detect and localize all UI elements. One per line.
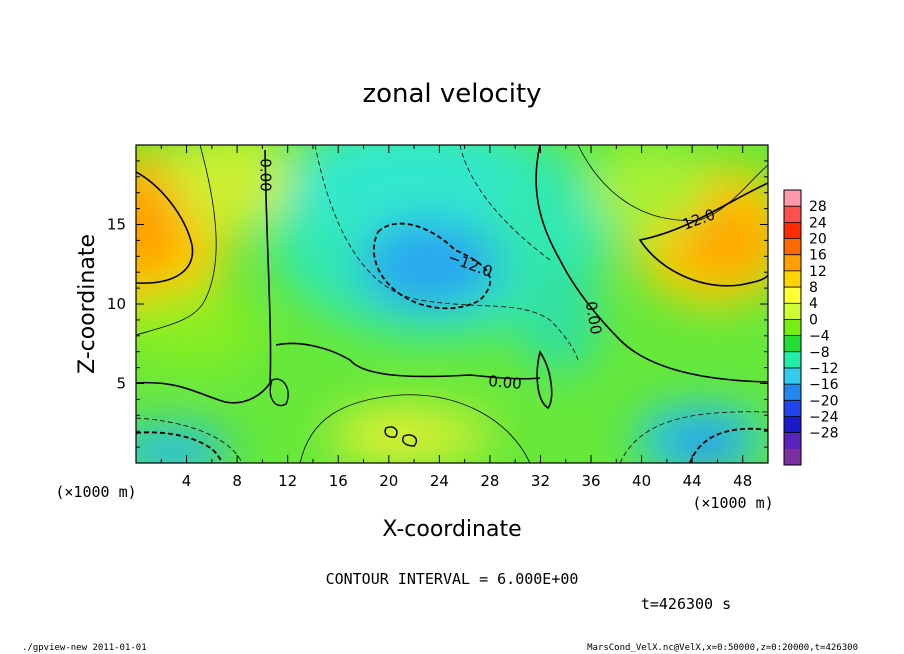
contour-label: 0.00 <box>582 300 606 336</box>
x-unit-label-right: (×1000 m) <box>692 494 773 512</box>
footer-left: ./gpview-new 2011-01-01 <box>22 643 147 653</box>
contour-label: 0.00 <box>257 158 275 191</box>
colorbar-label: 20 <box>809 232 827 248</box>
x-unit-label: (×1000 m) <box>55 483 136 501</box>
colorbar-swatch <box>784 432 801 450</box>
colorbar-swatch <box>784 206 801 223</box>
colorbar-swatch <box>784 384 801 401</box>
x-tick-label: 16 <box>329 472 348 490</box>
contour-lines <box>136 145 768 463</box>
x-tick-label: 12 <box>278 472 297 490</box>
colorbar-swatch <box>784 254 801 272</box>
colorbar-swatch <box>784 335 801 353</box>
colorbar-label: −28 <box>809 426 839 442</box>
x-axis-label: X-coordinate <box>382 517 521 542</box>
colorbar-label: −12 <box>809 361 839 377</box>
colorbar-swatch <box>784 319 801 337</box>
chart-title: zonal velocity <box>362 79 541 109</box>
colorbar-label: 4 <box>809 296 818 312</box>
x-tick-label: 40 <box>632 472 651 490</box>
x-tick-label: 20 <box>379 472 398 490</box>
colorbar-label: 8 <box>809 280 818 296</box>
contour-interval-text: CONTOUR INTERVAL = 6.000E+00 <box>326 570 579 588</box>
x-tick-label: 8 <box>232 472 242 490</box>
colorbar-label: 16 <box>809 248 827 264</box>
colorbar-label: −20 <box>809 393 839 409</box>
colorbar-label: −8 <box>809 345 830 361</box>
colorbar-swatch <box>784 303 801 320</box>
x-tick-label: 48 <box>733 472 752 490</box>
x-tick-label: 4 <box>182 472 192 490</box>
footer-right: MarsCond_VelX.nc@VelX,x=0:50000,z=0:2000… <box>587 643 858 653</box>
colorbar-label: 12 <box>809 264 827 280</box>
colorbar-swatch <box>784 400 801 417</box>
colorbar-swatch <box>784 238 801 256</box>
colorbar-label: 28 <box>809 199 827 215</box>
y-axis-label: Z-coordinate <box>75 234 100 374</box>
colorbar-swatch <box>784 351 801 369</box>
time-text: t=426300 s <box>641 595 731 613</box>
colorbar-label: 0 <box>809 312 818 328</box>
y-axis-ticks: 5 10 15 <box>107 160 768 448</box>
y-tick-label: 5 <box>116 375 126 393</box>
y-tick-label: 15 <box>107 216 126 234</box>
x-tick-label: 28 <box>480 472 499 490</box>
colorbar-label: −4 <box>809 329 830 345</box>
x-tick-label: 44 <box>683 472 702 490</box>
x-axis-ticks: 4 8 12 16 20 24 28 32 36 40 44 48 <box>160 145 752 490</box>
velocity-field <box>136 145 768 463</box>
x-tick-label: 24 <box>430 472 449 490</box>
contour-label: 0.00 <box>488 372 523 393</box>
colorbar-label: −16 <box>809 377 839 393</box>
x-tick-label: 36 <box>581 472 600 490</box>
colorbar-swatch <box>784 270 801 288</box>
colorbar-swatch <box>784 367 801 385</box>
colorbar-swatch <box>784 416 801 434</box>
y-tick-label: 10 <box>107 295 126 313</box>
colorbar-swatch <box>784 190 801 207</box>
colorbar-frame <box>783 189 802 466</box>
colorbar-swatch <box>784 448 801 466</box>
colorbar-swatch <box>784 287 801 304</box>
colorbar-swatch <box>784 222 801 240</box>
colorbar-label: −24 <box>809 409 839 425</box>
field-blobs <box>136 145 768 463</box>
x-tick-label: 32 <box>531 472 550 490</box>
colorbar-label: 24 <box>809 215 827 231</box>
